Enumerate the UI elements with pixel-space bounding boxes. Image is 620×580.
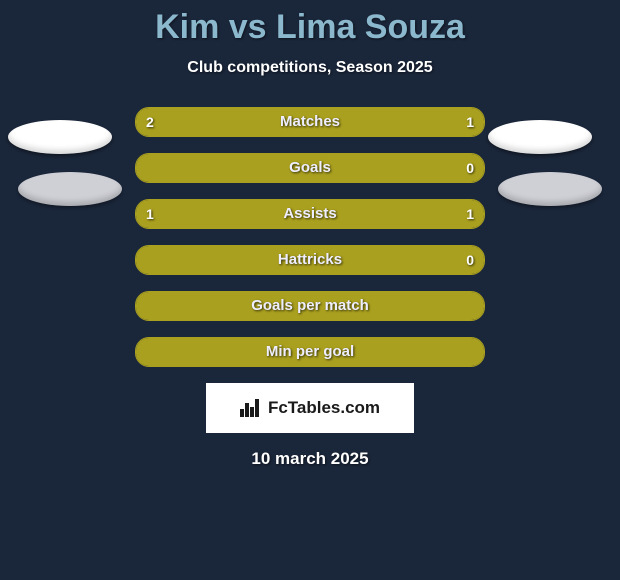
- source-logo: FcTables.com: [206, 383, 414, 433]
- page-subtitle: Club competitions, Season 2025: [0, 59, 620, 77]
- comparison-card: Kim vs Lima Souza Club competitions, Sea…: [0, 0, 620, 580]
- stat-row: Matches2 1: [135, 107, 485, 137]
- player-right-badge-primary: [488, 120, 592, 154]
- stat-label: Goals: [136, 154, 484, 182]
- stat-label: Matches: [136, 108, 484, 136]
- stat-row: Goals per match: [135, 291, 485, 321]
- page-title: Kim vs Lima Souza: [0, 0, 620, 47]
- source-logo-text: FcTables.com: [268, 398, 380, 418]
- stat-value-right: 1: [466, 200, 474, 228]
- stat-label: Min per goal: [136, 338, 484, 366]
- stat-value-left: 1: [146, 200, 154, 228]
- stat-value-right: 1: [466, 108, 474, 136]
- stat-label: Goals per match: [136, 292, 484, 320]
- stat-value-right: 0: [466, 154, 474, 182]
- player-right-badge-secondary: [498, 172, 602, 206]
- stat-value-left: 2: [146, 108, 154, 136]
- bars-icon: [240, 399, 262, 417]
- stat-value-right: 0: [466, 246, 474, 274]
- stat-label: Assists: [136, 200, 484, 228]
- stat-row: Assists1 1: [135, 199, 485, 229]
- player-left-badge-secondary: [18, 172, 122, 206]
- stat-row: Goals0: [135, 153, 485, 183]
- stat-label: Hattricks: [136, 246, 484, 274]
- stat-row: Min per goal: [135, 337, 485, 367]
- snapshot-date: 10 march 2025: [0, 449, 620, 469]
- player-left-badge-primary: [8, 120, 112, 154]
- stat-row: Hattricks0: [135, 245, 485, 275]
